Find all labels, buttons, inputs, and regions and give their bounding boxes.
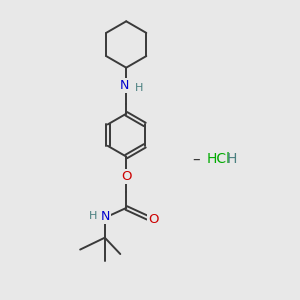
Text: N: N [119,79,129,92]
Text: –: – [192,152,200,166]
Text: H: H [89,211,98,221]
Text: H: H [226,152,237,166]
Text: O: O [121,170,131,183]
Text: N: N [101,210,110,223]
Text: HCl: HCl [206,152,230,166]
Text: O: O [148,213,159,226]
Text: H: H [134,82,143,93]
